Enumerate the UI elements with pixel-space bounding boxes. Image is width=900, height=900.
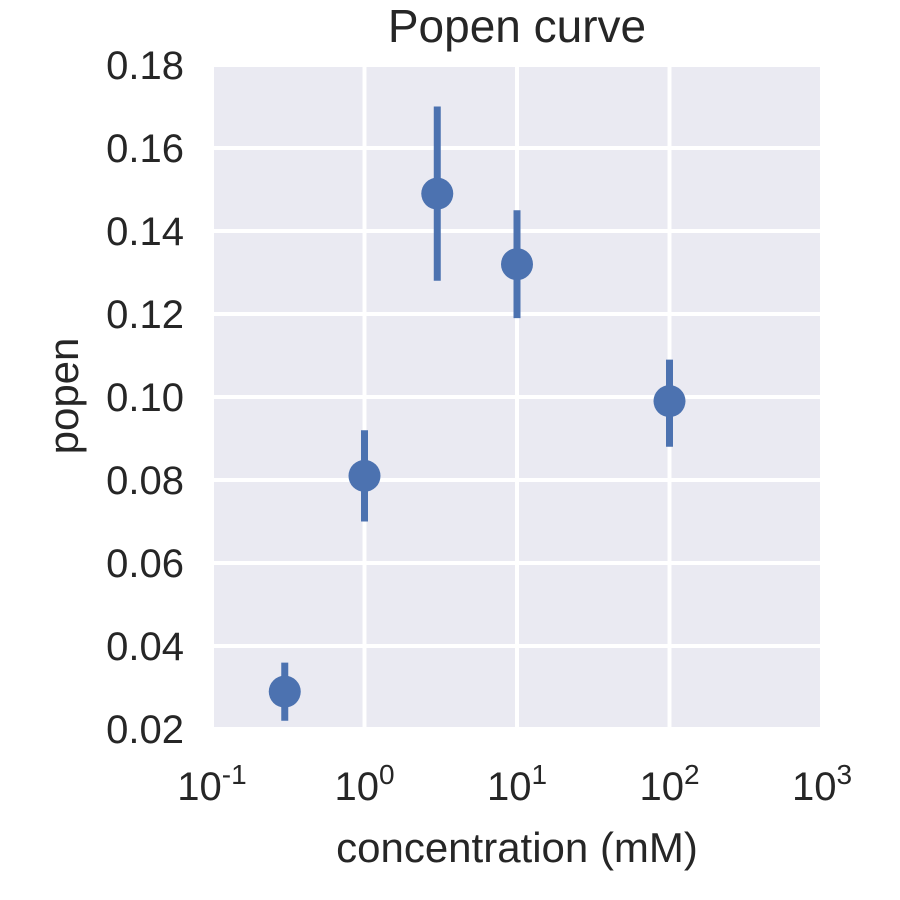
data-point [268,675,301,708]
y-tick-label: 0.04 [106,625,184,669]
x-tick-labels: 10-1 100 101 102 103 [177,759,852,809]
y-tick-label: 0.14 [106,210,184,254]
y-tick-label: 0.10 [106,376,184,420]
y-axis-title: popen [40,338,87,455]
x-tick-label: 102 [639,759,699,809]
data-point [501,248,533,281]
y-tick-label: 0.02 [106,708,184,752]
data-point [653,385,686,418]
x-tick-label: 101 [487,759,547,809]
y-tick-label: 0.16 [106,127,184,171]
y-tick-label: 0.12 [106,293,184,337]
x-tick-label: 10-1 [177,759,246,809]
x-axis-title: concentration (mM) [336,824,698,871]
y-tick-labels: 0.02 0.04 0.06 0.08 0.10 0.12 0.14 0.16 0.18 [106,44,184,752]
y-tick-label: 0.18 [106,44,184,88]
data-point [421,177,454,210]
data-marks [268,106,686,721]
data-point [348,459,381,492]
y-tick-label: 0.06 [106,542,184,586]
x-tick-label: 100 [334,759,394,809]
y-tick-label: 0.08 [106,459,184,503]
x-tick-label: 103 [792,759,852,809]
chart-title: Popen curve [388,0,646,52]
